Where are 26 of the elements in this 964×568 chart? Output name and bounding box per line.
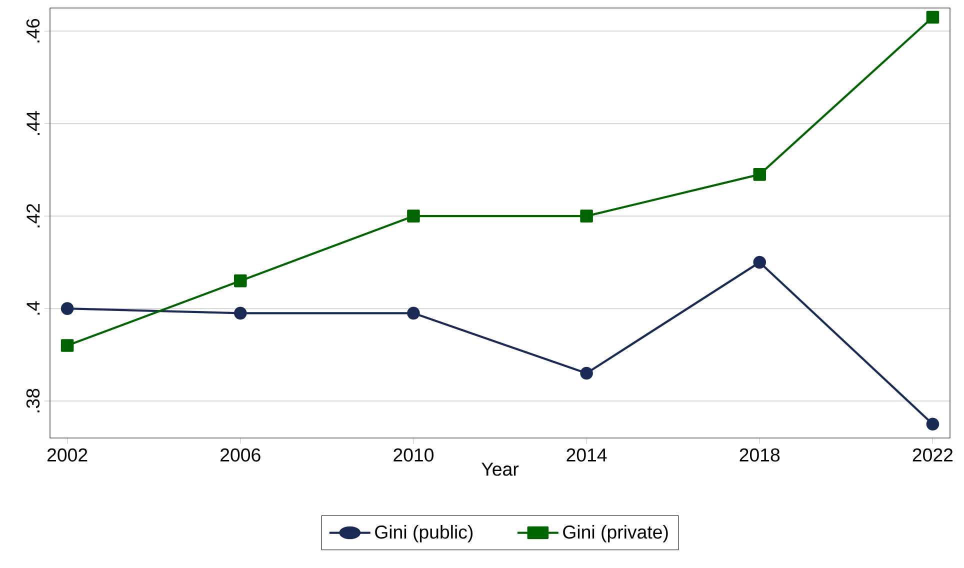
y-tick-label: .46 — [26, 18, 40, 42]
x-tick-label: 2014 — [566, 448, 607, 462]
x-tick-label: 2022 — [912, 448, 953, 462]
x-tick-label: 2010 — [394, 448, 434, 462]
x-tick-label: 2018 — [740, 448, 780, 462]
y-tick-label: .4 — [26, 301, 40, 315]
point — [753, 256, 766, 269]
x-tick-label: 2002 — [47, 448, 88, 462]
point — [753, 168, 766, 181]
x-axis-title: Year — [482, 462, 519, 476]
point — [926, 418, 940, 431]
point — [60, 339, 74, 352]
y-tick-label: .42 — [26, 204, 40, 228]
y-tick-label: .38 — [26, 388, 40, 412]
point — [580, 210, 593, 222]
point — [926, 10, 940, 24]
legend-label: Gini (public) — [375, 524, 473, 542]
x-tick-label: 2006 — [220, 448, 260, 462]
point — [234, 306, 247, 320]
point — [407, 210, 420, 222]
y-tick-label: .44 — [26, 111, 40, 135]
legend-label: Gini (private) — [563, 524, 668, 542]
point — [407, 306, 420, 320]
point — [234, 274, 247, 288]
point — [580, 366, 593, 380]
point — [60, 302, 74, 315]
